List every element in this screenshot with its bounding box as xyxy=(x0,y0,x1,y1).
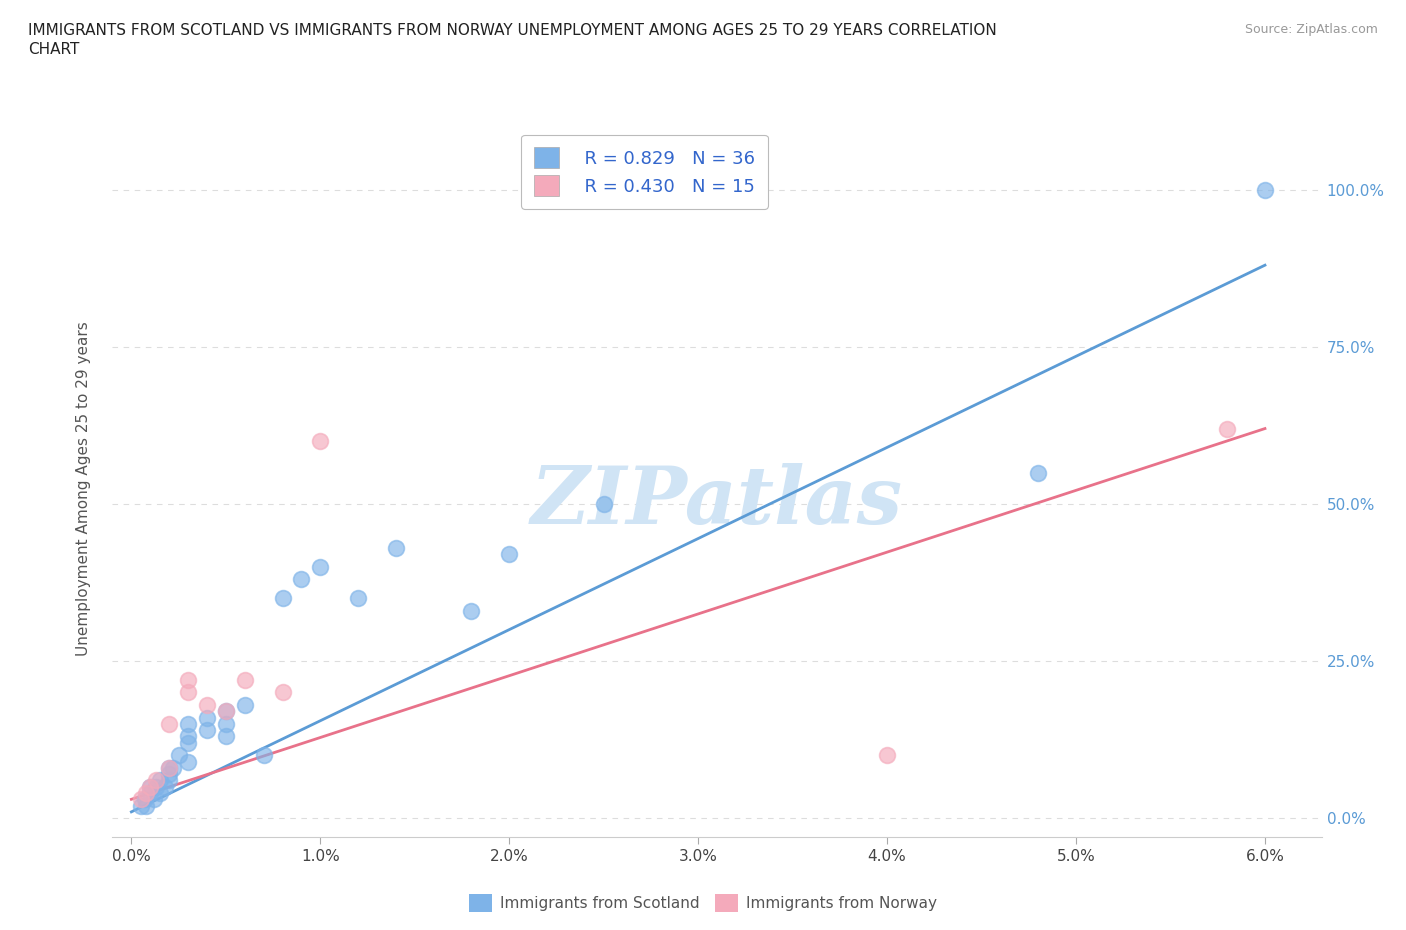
Point xyxy=(129,798,152,813)
Point xyxy=(195,723,218,737)
Point xyxy=(149,773,172,788)
Point xyxy=(215,704,238,719)
Point xyxy=(498,547,520,562)
Point xyxy=(157,766,180,781)
Point xyxy=(592,497,614,512)
Point xyxy=(460,604,482,618)
Point xyxy=(290,572,312,587)
Point xyxy=(233,698,256,712)
Text: ZIPatlas: ZIPatlas xyxy=(531,463,903,541)
Point xyxy=(149,786,172,801)
Point xyxy=(135,786,157,801)
Point xyxy=(309,559,332,574)
Point xyxy=(309,433,332,448)
Text: Source: ZipAtlas.com: Source: ZipAtlas.com xyxy=(1244,23,1378,36)
Point xyxy=(876,748,898,763)
Point xyxy=(162,761,184,776)
Point xyxy=(271,685,294,700)
Point xyxy=(157,716,180,731)
Text: CHART: CHART xyxy=(28,42,80,57)
Y-axis label: Unemployment Among Ages 25 to 29 years: Unemployment Among Ages 25 to 29 years xyxy=(76,321,91,656)
Point xyxy=(233,672,256,687)
Point xyxy=(1216,421,1239,436)
Point xyxy=(1026,465,1049,480)
Point xyxy=(145,779,167,794)
Point xyxy=(157,773,180,788)
Point xyxy=(215,716,238,731)
Text: IMMIGRANTS FROM SCOTLAND VS IMMIGRANTS FROM NORWAY UNEMPLOYMENT AMONG AGES 25 TO: IMMIGRANTS FROM SCOTLAND VS IMMIGRANTS F… xyxy=(28,23,997,38)
Point xyxy=(253,748,276,763)
Point xyxy=(134,791,156,806)
Point xyxy=(139,786,162,801)
Point xyxy=(155,779,177,794)
Point xyxy=(215,704,238,719)
Point xyxy=(135,798,157,813)
Legend: Immigrants from Scotland, Immigrants from Norway: Immigrants from Scotland, Immigrants fro… xyxy=(464,888,942,918)
Point xyxy=(129,791,152,806)
Point xyxy=(271,591,294,605)
Point xyxy=(215,729,238,744)
Point xyxy=(195,698,218,712)
Point xyxy=(177,685,200,700)
Point xyxy=(167,748,190,763)
Point xyxy=(139,779,162,794)
Point xyxy=(157,761,180,776)
Point xyxy=(177,736,200,751)
Point xyxy=(177,754,200,769)
Point xyxy=(139,779,162,794)
Point xyxy=(145,773,167,788)
Point xyxy=(385,540,408,555)
Point xyxy=(347,591,370,605)
Point xyxy=(143,791,166,806)
Point xyxy=(1254,182,1277,197)
Point xyxy=(195,711,218,725)
Point xyxy=(177,729,200,744)
Legend:   R = 0.829   N = 36,   R = 0.430   N = 15: R = 0.829 N = 36, R = 0.430 N = 15 xyxy=(522,135,768,209)
Point xyxy=(177,672,200,687)
Point xyxy=(177,716,200,731)
Point xyxy=(157,761,180,776)
